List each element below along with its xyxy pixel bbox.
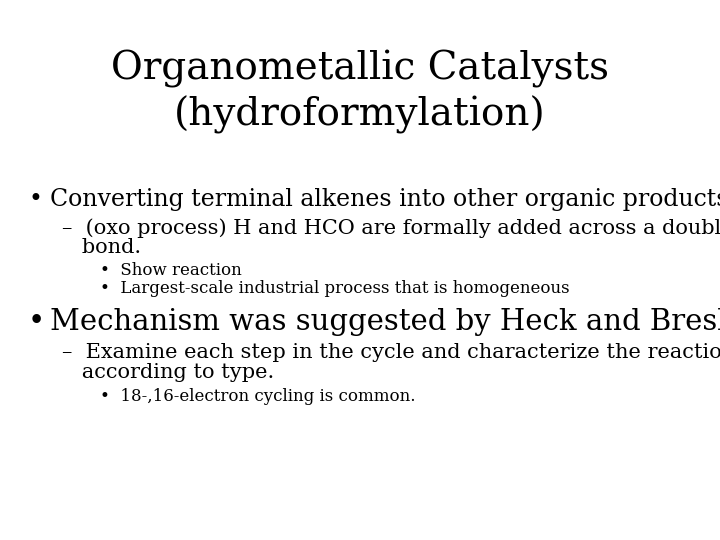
Text: Organometallic Catalysts
(hydroformylation): Organometallic Catalysts (hydroformylati… [111,50,609,134]
Text: •  Show reaction: • Show reaction [100,262,242,279]
Text: Mechanism was suggested by Heck and Breslow in 1961.: Mechanism was suggested by Heck and Bres… [50,308,720,336]
Text: Converting terminal alkenes into other organic products.: Converting terminal alkenes into other o… [50,188,720,211]
Text: •  Largest-scale industrial process that is homogeneous: • Largest-scale industrial process that … [100,280,570,297]
Text: –  (oxo process) H and HCO are formally added across a double: – (oxo process) H and HCO are formally a… [62,218,720,238]
Text: •: • [28,188,42,211]
Text: bond.: bond. [62,238,141,257]
Text: •  18-,16-electron cycling is common.: • 18-,16-electron cycling is common. [100,388,415,405]
Text: –  Examine each step in the cycle and characterize the reaction: – Examine each step in the cycle and cha… [62,343,720,362]
Text: according to type.: according to type. [62,363,274,382]
Text: •: • [28,308,45,336]
